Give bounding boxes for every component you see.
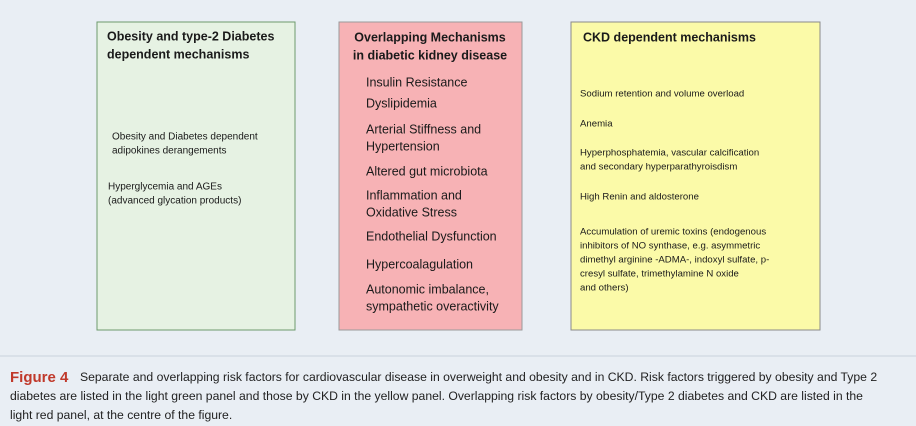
panel-item: and secondary hyperparathyroisdism	[580, 162, 737, 173]
caption-label: Figure 4	[10, 369, 69, 386]
panel	[96, 21, 296, 331]
panel-title: dependent mechanisms	[107, 47, 249, 61]
caption-text: Separate and overlapping risk factors fo…	[80, 370, 877, 384]
panel-item: Anemia	[580, 119, 613, 130]
panel	[338, 21, 523, 331]
panel-title: in diabetic kidney disease	[353, 48, 507, 62]
panel-item: sympathetic overactivity	[366, 299, 499, 313]
panel-item: and others)	[580, 283, 629, 294]
panel-title: Overlapping Mechanisms	[354, 30, 505, 44]
panel-title: CKD dependent mechanisms	[583, 30, 756, 44]
panel-item: Accumulation of uremic toxins (endogenou…	[580, 227, 766, 238]
panel-item: High Renin and aldosterone	[580, 192, 699, 203]
panel-item: Endothelial Dysfunction	[366, 229, 497, 243]
panel-item: Hyperglycemia and AGEs	[108, 182, 222, 193]
panel-item: Hypertension	[366, 139, 440, 153]
panel-item: adipokines derangements	[112, 146, 227, 157]
caption-text: diabetes are listed in the light green p…	[10, 389, 863, 403]
panel-item: Oxidative Stress	[366, 205, 457, 219]
panel-item: inhibitors of NO synthase, e.g. asymmetr…	[580, 241, 760, 252]
panel-item: cresyl sulfate, trimethylamine N oxide	[580, 269, 739, 280]
panel-item: Altered gut microbiota	[366, 164, 488, 178]
panel	[570, 21, 821, 331]
panel-item: dimethyl arginine -ADMA-, indoxyl sulfat…	[580, 255, 769, 266]
panel-item: Obesity and Diabetes dependent	[112, 132, 258, 143]
panel-item: Inflammation and	[366, 188, 462, 202]
panel-title: Obesity and type-2 Diabetes	[107, 29, 274, 43]
panel-item: Insulin Resistance	[366, 75, 467, 89]
panel-item: Hypercoalagulation	[366, 257, 473, 271]
panel-item: Autonomic imbalance,	[366, 282, 489, 296]
panel-item: Arterial Stiffness and	[366, 122, 481, 136]
panel-item: (advanced glycation products)	[108, 196, 241, 207]
caption-text: light red panel, at the centre of the fi…	[10, 408, 232, 422]
panel-item: Hyperphosphatemia, vascular calcificatio…	[580, 148, 759, 159]
panel-item: Sodium retention and volume overload	[580, 89, 744, 100]
panel-item: Dyslipidemia	[366, 96, 437, 110]
